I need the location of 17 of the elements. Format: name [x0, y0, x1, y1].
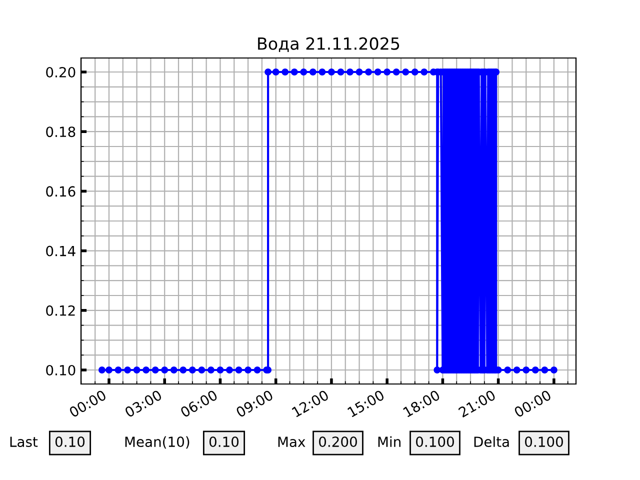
y-tick-label: 0.12: [46, 305, 75, 316]
text: Mean(10): [125, 436, 190, 449]
y-tick-label: 0.14: [46, 246, 76, 256]
text: 0.100: [525, 436, 563, 448]
text: 0.200: [319, 436, 357, 448]
text: 0.10: [209, 436, 239, 448]
y-tick-label: 0.20: [46, 66, 76, 78]
text: Delta: [474, 436, 509, 448]
y-tick-label: 0.18: [46, 126, 76, 138]
text: 0.100: [416, 436, 454, 448]
text: 0.10: [55, 436, 85, 448]
text: Last: [10, 436, 38, 448]
y-tick-label: 0.10: [46, 364, 76, 376]
text: Max: [278, 436, 306, 448]
chart-title: Вода 21.11.2025: [258, 37, 400, 52]
text: Min: [378, 436, 400, 447]
y-tick-label: 0.16: [46, 186, 76, 197]
